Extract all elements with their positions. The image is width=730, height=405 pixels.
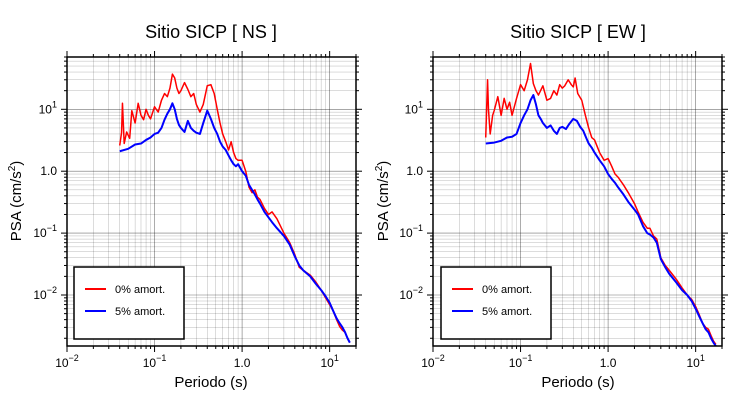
- y-axis-label-main: PSA (cm/s: [8, 171, 25, 241]
- legend-label-damped: 5% amort.: [115, 306, 165, 318]
- y-tick-label: 101: [405, 99, 423, 116]
- y-tick-label: 10−2: [399, 285, 423, 302]
- legend-label-damped: 5% amort.: [482, 306, 532, 318]
- y-tick-label: 1.0: [406, 164, 423, 178]
- legend-box: [440, 266, 552, 340]
- series-layer: [484, 62, 717, 347]
- x-tick-label: 10−1: [143, 353, 167, 370]
- axis-ticks: 10−2 10−1 1.0 101 10−2 10−1 1.0 101: [33, 51, 362, 370]
- series-line-damped: [485, 94, 717, 347]
- series-line-undamped: [484, 62, 717, 345]
- x-tick-label: 10−2: [421, 353, 445, 370]
- chart-title: Sitio SICP [ EW ]: [510, 22, 646, 42]
- y-tick-label: 101: [39, 99, 57, 116]
- series-line-damped: [119, 102, 351, 344]
- legend-box: [73, 266, 185, 340]
- x-axis-label: Periodo (s): [174, 374, 247, 391]
- x-tick-label: 101: [320, 353, 338, 370]
- x-axis-label: Periodo (s): [541, 374, 614, 391]
- chart-panel-ew: Sitio SICP [ EW ] 10−2 10−1 1.0 101 10−2 10−1…: [374, 22, 728, 391]
- legend: 0% amort. 5% amort.: [73, 266, 185, 340]
- y-axis-label: PSA (cm/s2): [374, 161, 392, 242]
- y-axis-label-main: PSA (cm/s: [375, 171, 392, 241]
- chart-panel-ns: Sitio SICP [ NS ] 10−2 10−1 1.0 101 10−2 10−1…: [7, 22, 362, 391]
- x-tick-label: 10−1: [509, 353, 533, 370]
- y-tick-label: 10−1: [33, 223, 57, 240]
- axis-ticks: 10−2 10−1 1.0 101 10−2 10−1 1.0 101: [399, 51, 728, 370]
- y-axis-label-sup: 2: [374, 165, 385, 171]
- x-tick-label: 1.0: [234, 356, 251, 370]
- y-axis-label-tail: ): [375, 161, 392, 166]
- y-tick-label: 10−1: [399, 223, 423, 240]
- series-layer: [118, 73, 351, 344]
- y-axis-label: PSA (cm/s2): [7, 161, 25, 242]
- plot-frame: [432, 56, 723, 347]
- x-tick-label: 1.0: [600, 356, 617, 370]
- plot-frame: [66, 56, 357, 347]
- y-tick-label: 1.0: [40, 164, 57, 178]
- y-axis-label-sup: 2: [7, 165, 18, 171]
- legend: 0% amort. 5% amort.: [440, 266, 552, 340]
- y-tick-label: 10−2: [33, 285, 57, 302]
- x-tick-label: 101: [686, 353, 704, 370]
- legend-label-undamped: 0% amort.: [115, 284, 165, 296]
- legend-label-undamped: 0% amort.: [482, 284, 532, 296]
- y-axis-label-tail: ): [8, 161, 25, 166]
- x-tick-label: 10−2: [55, 353, 79, 370]
- chart-title: Sitio SICP [ NS ]: [145, 22, 277, 42]
